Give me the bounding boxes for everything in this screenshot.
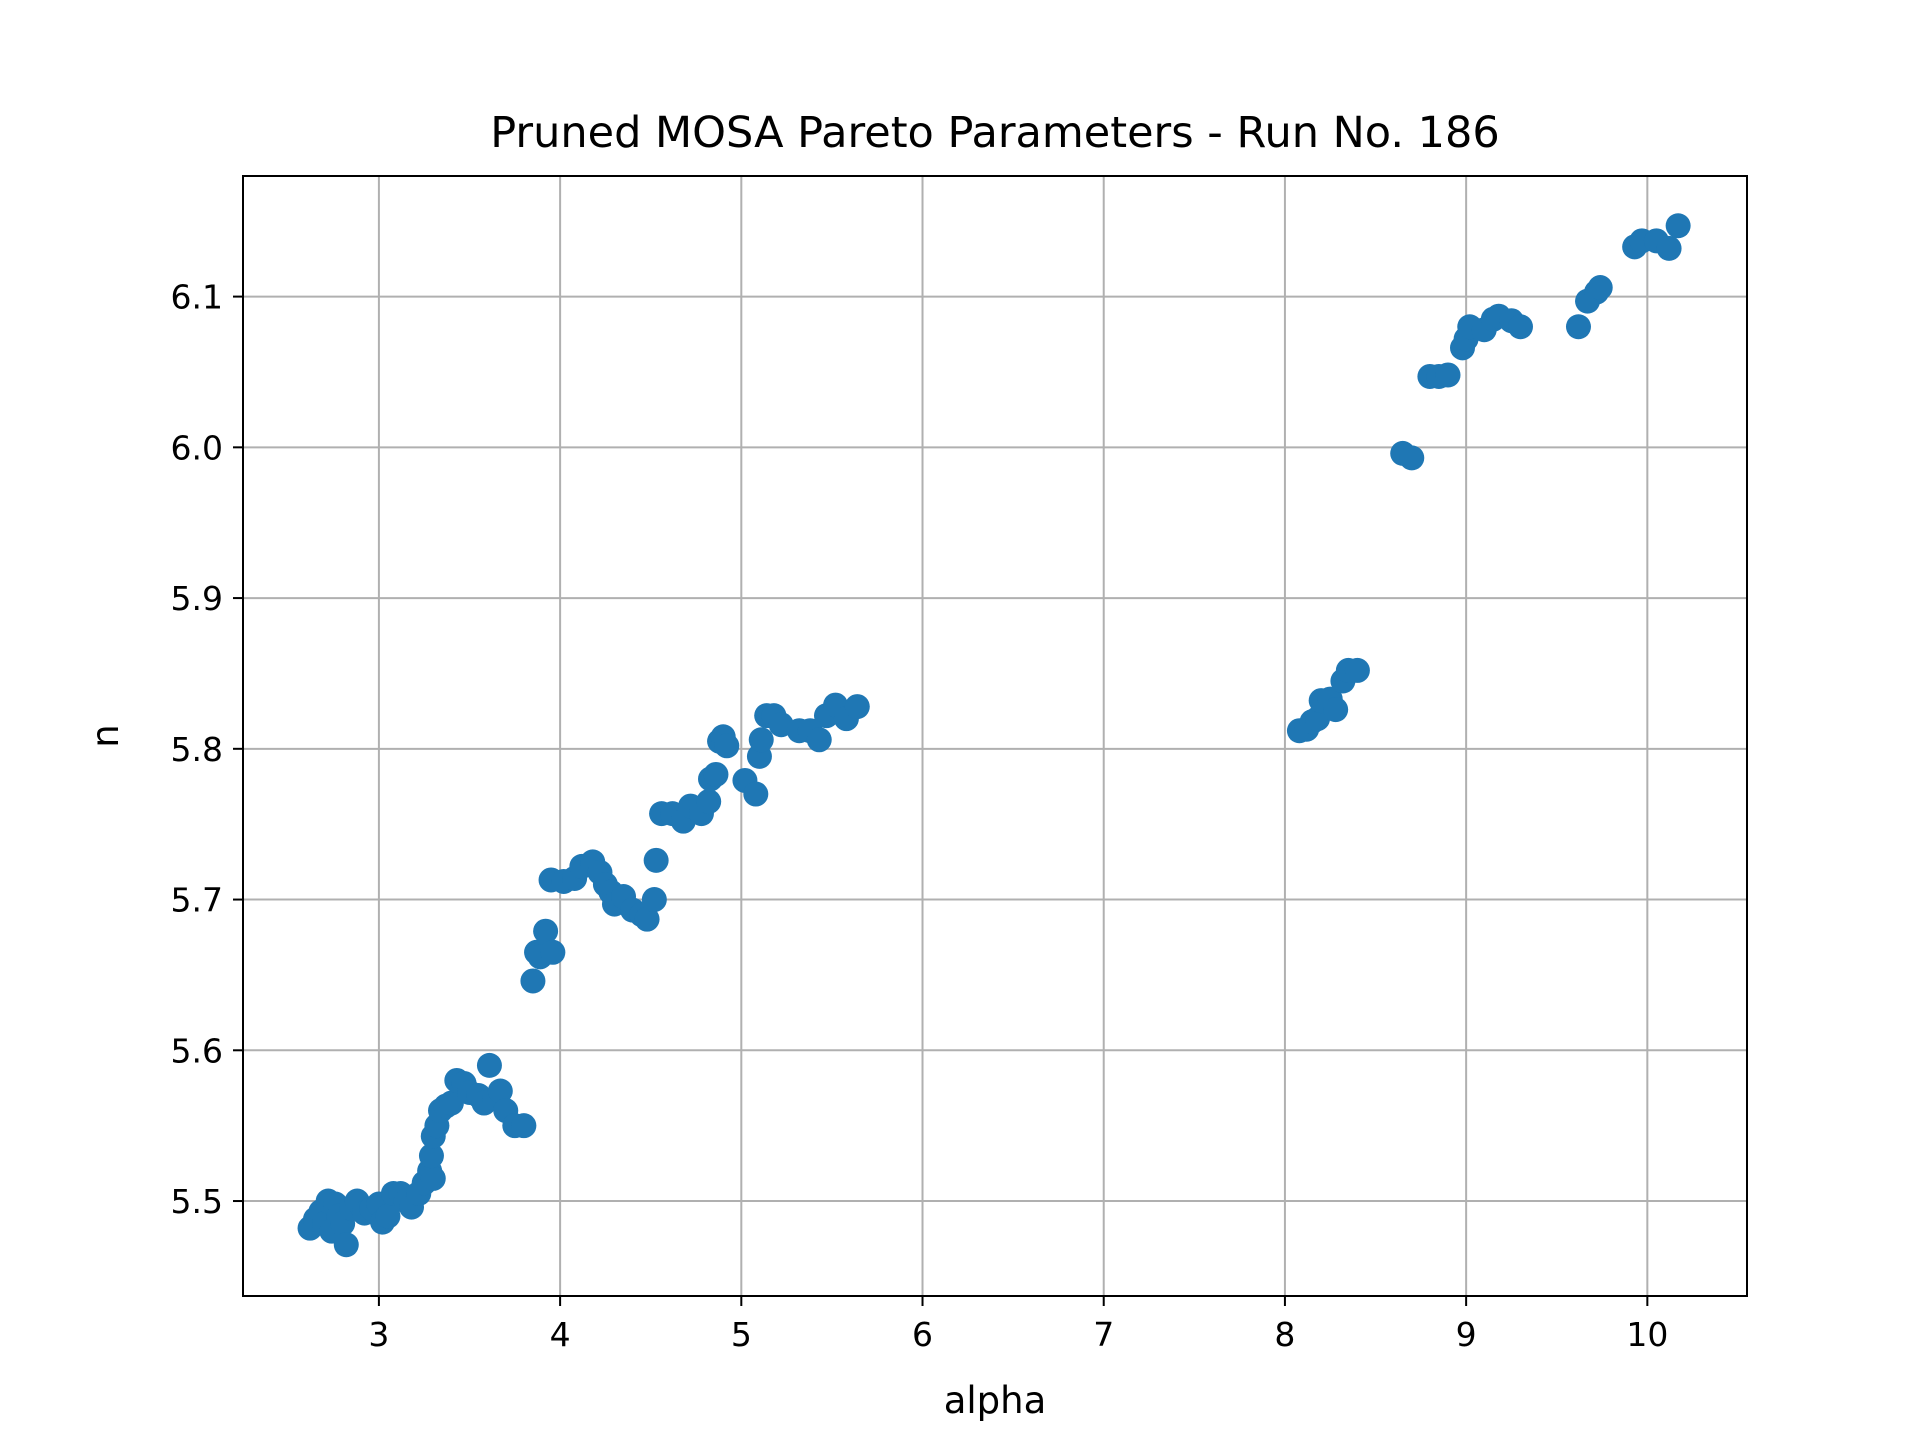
x-tick-label: 5: [731, 1315, 752, 1354]
plot-frame: [242, 175, 1748, 1297]
y-tick-label: 5.5: [171, 1182, 223, 1221]
scatter-point: [696, 789, 722, 815]
scatter-point: [806, 727, 832, 753]
y-tick-label: 6.0: [171, 428, 223, 467]
scatter-point: [1344, 657, 1370, 683]
scatter-point: [844, 694, 870, 720]
scatter-point: [520, 968, 546, 994]
scatter-point: [1565, 314, 1591, 340]
data-points: [297, 213, 1691, 1258]
x-tick-label: 10: [1626, 1315, 1668, 1354]
scatter-point: [1399, 445, 1425, 471]
scatter-point: [333, 1232, 359, 1258]
scatter-point: [375, 1203, 401, 1229]
y-tick-label: 5.7: [171, 881, 223, 920]
scatter-point: [438, 1090, 464, 1116]
scatter-point: [1507, 314, 1533, 340]
x-tick-label: 6: [912, 1315, 933, 1354]
y-axis-label: n: [84, 724, 127, 747]
scatter-point: [643, 847, 669, 873]
scatter-point: [418, 1143, 444, 1169]
scatter-point: [487, 1078, 513, 1104]
x-tick-label: 8: [1274, 1315, 1295, 1354]
y-tick-label: 5.8: [171, 730, 223, 769]
y-tick-label: 5.9: [171, 579, 223, 618]
x-tick-label: 9: [1456, 1315, 1477, 1354]
chart-title: Pruned MOSA Pareto Parameters - Run No. …: [490, 108, 1500, 158]
x-tick-label: 4: [550, 1315, 571, 1354]
x-axis-label: alpha: [944, 1379, 1047, 1422]
y-tick-label: 5.6: [171, 1031, 223, 1070]
scatter-point: [714, 733, 740, 759]
x-axis-ticks: 3 4 5 6 7 8 9 10: [368, 1296, 1668, 1354]
y-tick-label: 6.1: [171, 278, 223, 317]
scatter-point: [1656, 235, 1682, 261]
y-axis-ticks: 5.5 5.6 5.7 5.8 5.9 6.0 6.1: [171, 278, 243, 1221]
grid-lines: [243, 176, 1747, 1296]
scatter-point: [634, 906, 660, 932]
scatter-point: [1323, 697, 1349, 723]
x-tick-label: 7: [1093, 1315, 1114, 1354]
x-tick-label: 3: [368, 1315, 389, 1354]
scatter-point: [743, 781, 769, 807]
scatter-point: [748, 727, 774, 753]
scatter-point: [1587, 275, 1613, 301]
scatter-point: [1435, 362, 1461, 388]
scatter-point: [511, 1113, 537, 1139]
scatter-point: [540, 939, 566, 965]
scatter-point: [1665, 213, 1691, 239]
scatter-point: [533, 918, 559, 944]
scatter-point: [476, 1052, 502, 1078]
scatter-point: [641, 887, 667, 913]
scatter-point: [703, 761, 729, 787]
scatter-point: [420, 1165, 446, 1191]
